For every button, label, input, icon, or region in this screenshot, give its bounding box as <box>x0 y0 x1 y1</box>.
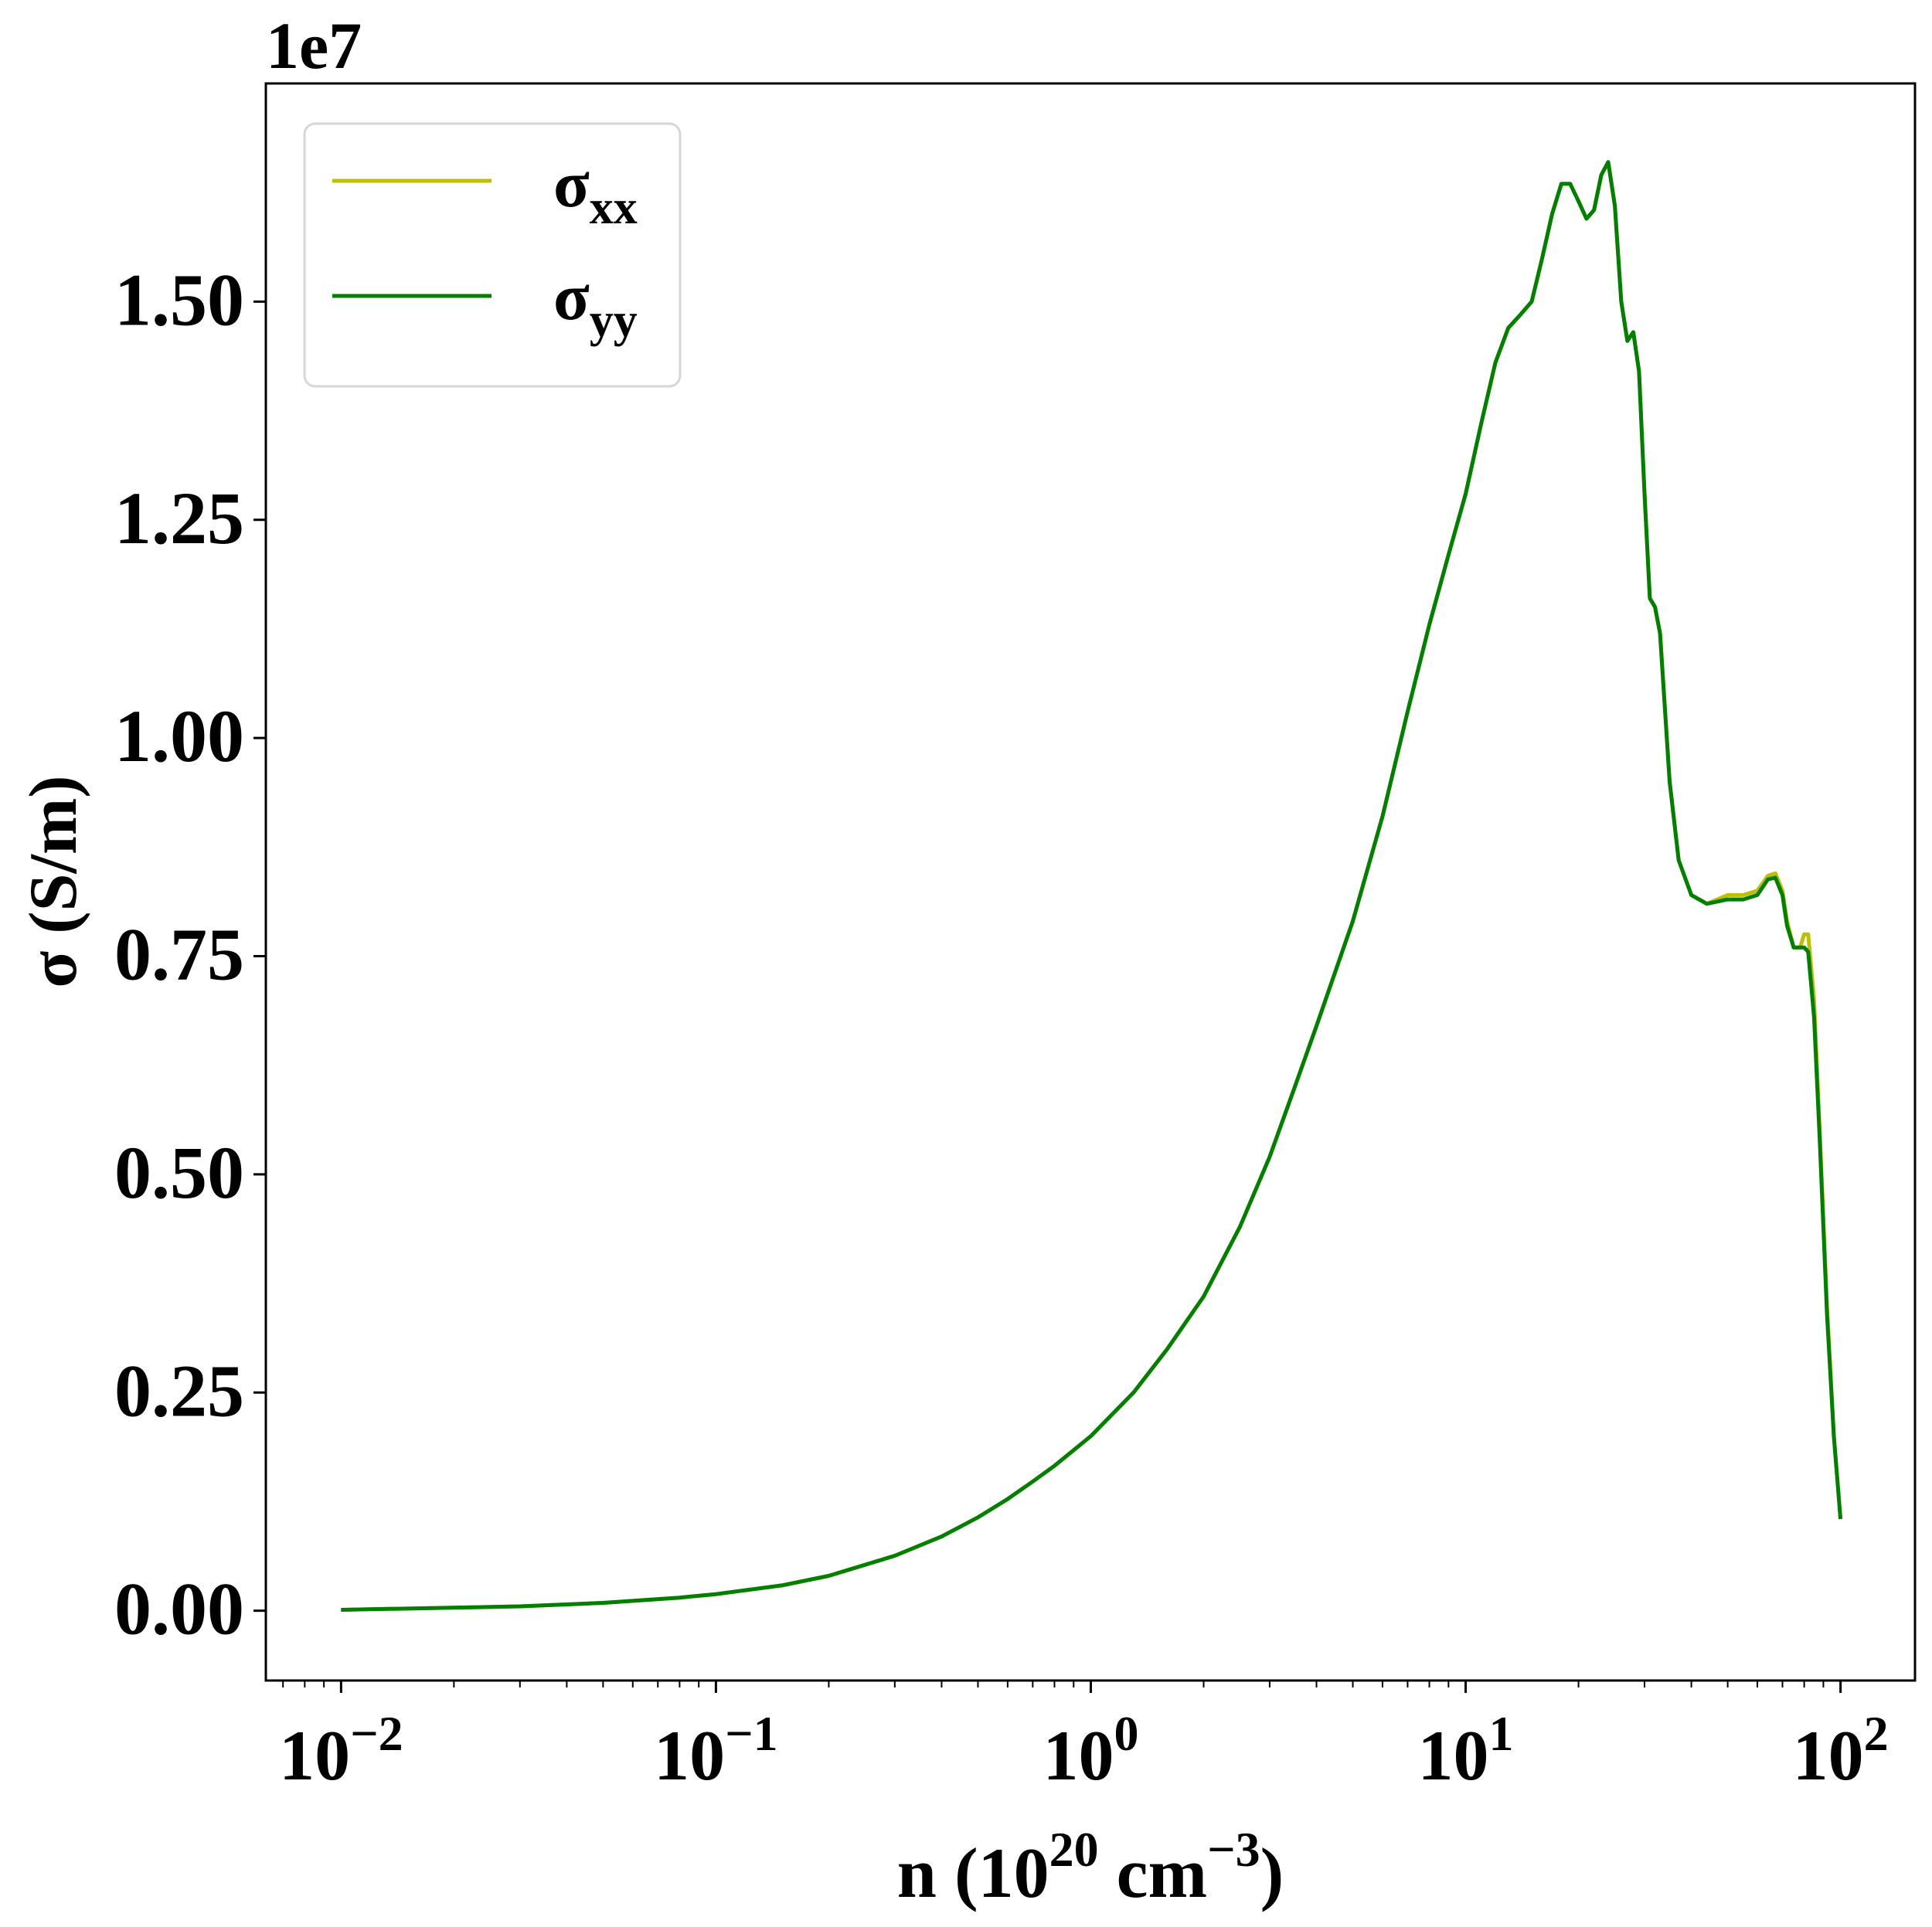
x-tick-label: 10−1 <box>654 1706 777 1795</box>
x-axis-label-exp1: 20 <box>1049 1822 1099 1877</box>
x-tick-label: 101 <box>1418 1706 1514 1795</box>
x-tick-label-base: 10 <box>279 1716 350 1795</box>
x-tick-label: 102 <box>1793 1706 1889 1795</box>
x-axis-label-unit: cm <box>1099 1834 1207 1912</box>
y-tick-label: 0.75 <box>114 913 244 996</box>
x-tick-label-base: 10 <box>1043 1716 1114 1795</box>
legend-label-sigma-xx: σxx <box>553 147 638 234</box>
y-axis-label: σ (S/m) <box>16 775 91 987</box>
y-tick-label: 1.50 <box>114 258 244 341</box>
x-tick-label-base: 10 <box>654 1716 725 1795</box>
y-offset-label: 1e7 <box>266 8 362 83</box>
legend-label-sigma-xx-base: σ <box>553 147 590 221</box>
x-axis-label-end: ) <box>1260 1834 1284 1912</box>
legend-label-sigma-yy-base: σ <box>553 260 590 334</box>
legend-label-sigma-xx-sub: xx <box>590 182 638 234</box>
y-tick-label: 0.25 <box>114 1349 244 1432</box>
x-tick-label-exponent: 0 <box>1114 1706 1138 1761</box>
x-tick-label-base: 10 <box>1793 1716 1864 1795</box>
x-tick-label-exponent: −2 <box>350 1706 403 1761</box>
x-tick-label-exponent: −1 <box>725 1706 777 1761</box>
y-tick-label: 0.50 <box>114 1131 244 1214</box>
x-axis-label-base: n (10 <box>897 1834 1049 1912</box>
legend: σxx σyy <box>303 122 682 388</box>
series-line-σyy <box>341 160 1843 1612</box>
x-tick-label: 100 <box>1043 1706 1138 1795</box>
x-tick-label-exponent: 1 <box>1489 1706 1514 1761</box>
x-tick-label: 10−2 <box>279 1706 403 1795</box>
x-tick-label-exponent: 2 <box>1864 1706 1889 1761</box>
legend-box <box>303 122 682 388</box>
y-tick-label: 0.00 <box>114 1568 244 1650</box>
y-tick-label: 1.25 <box>114 477 244 559</box>
legend-label-sigma-yy: σyy <box>553 260 638 347</box>
x-tick-label-base: 10 <box>1418 1716 1489 1795</box>
y-tick-label: 1.00 <box>114 695 244 777</box>
legend-label-sigma-yy-sub: yy <box>590 294 638 347</box>
series-layer <box>341 160 1843 1612</box>
x-axis-label: n (1020 cm−3) <box>897 1822 1284 1912</box>
x-axis-label-exp2: −3 <box>1207 1822 1260 1877</box>
